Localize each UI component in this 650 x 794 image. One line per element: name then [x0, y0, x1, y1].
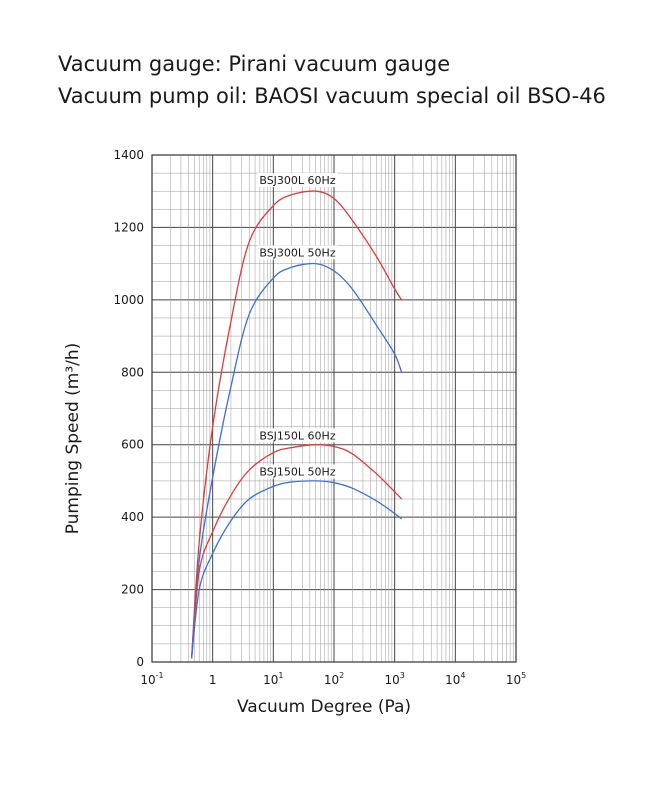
y-tick-label: 600	[121, 438, 144, 452]
series-label: BSJ150L 60Hz	[259, 429, 335, 442]
x-tick-label: 102	[324, 671, 344, 687]
y-tick-label: 200	[121, 583, 144, 597]
y-tick-label: 1000	[113, 293, 144, 307]
series-label-bg	[257, 464, 338, 479]
series-label-bg	[257, 428, 338, 443]
series-label-bg	[257, 172, 338, 187]
plot-frame	[151, 154, 517, 663]
y-tick-label: 400	[121, 510, 144, 524]
chart-grid	[151, 154, 517, 663]
series-line	[190, 190, 403, 659]
x-tick-label: 101	[263, 671, 283, 687]
header-block: Vacuum gauge: Pirani vacuum gauge Vacuum…	[58, 48, 606, 112]
x-axis-title: Vacuum Degree (Pa)	[237, 697, 411, 717]
series-line	[190, 262, 403, 659]
x-tick-label: 1	[209, 673, 217, 687]
x-tick-label: 104	[445, 671, 465, 687]
x-tick-label: 103	[384, 671, 404, 687]
y-tick-label: 0	[136, 655, 144, 669]
series-line	[190, 444, 403, 659]
series-line	[190, 480, 403, 659]
series-label: BSJ300L 50Hz	[259, 246, 335, 259]
series-label: BSJ150L 50Hz	[259, 465, 335, 478]
x-tick-label: 10-1	[140, 671, 163, 687]
series-label-bg	[257, 245, 338, 260]
y-tick-label: 800	[121, 365, 144, 379]
chart-labels: 0 200 400 600 800 1000 1200 1400 10-1 1 101 102 103 1…	[113, 148, 526, 687]
y-tick-label: 1400	[113, 148, 144, 162]
series-label: BSJ300L 60Hz	[259, 174, 335, 187]
x-tick-label: 105	[506, 671, 526, 687]
header-vacuum-gauge: Vacuum gauge: Pirani vacuum gauge	[58, 52, 451, 76]
y-axis-title: Pumping Speed (m³/h)	[63, 343, 83, 535]
header-pump-oil: Vacuum pump oil: BAOSI vacuum special oi…	[58, 84, 606, 108]
y-tick-label: 1200	[113, 220, 144, 234]
chart-series	[190, 190, 403, 659]
